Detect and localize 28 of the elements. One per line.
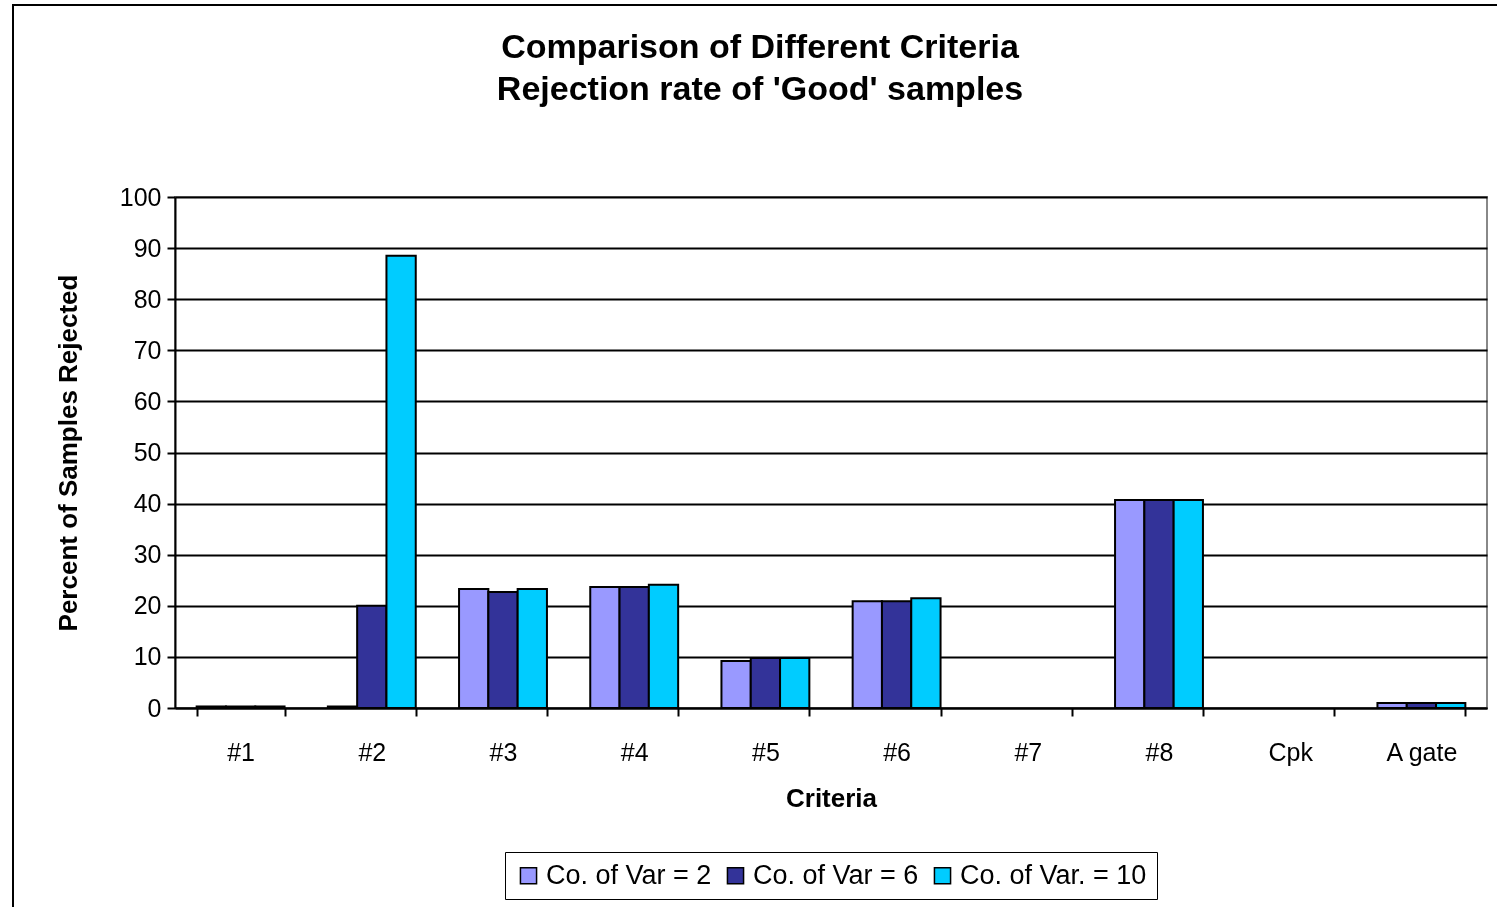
y-axis-title: Percent of Samples Rejected: [52, 274, 83, 632]
y-tick-label: 60: [133, 386, 162, 415]
x-tick-label: Cpk: [1268, 737, 1314, 766]
y-tick-label: 10: [133, 642, 162, 671]
legend-label: Co. of Var. = 10: [960, 859, 1147, 890]
legend-label: Co. of Var = 2: [546, 859, 712, 890]
x-tick-label: A gate: [1386, 737, 1458, 766]
x-tick-label: #4: [620, 737, 649, 766]
chart-subtitle: Rejection rate of 'Good' samples: [496, 69, 1024, 107]
y-tick-label: 20: [133, 591, 162, 620]
y-tick-label: 80: [133, 284, 162, 313]
y-tick-label: 40: [133, 489, 162, 518]
x-tick-label: #3: [489, 737, 518, 766]
y-tick-label: 70: [133, 335, 162, 364]
y-tick-label: 100: [119, 182, 162, 211]
y-tick-label: 50: [133, 438, 162, 466]
chart-title: Comparison of Different Criteria: [501, 27, 1020, 65]
y-tick-label: 90: [133, 233, 162, 262]
x-tick-label: #7: [1014, 737, 1043, 766]
x-tick-label: #8: [1145, 737, 1174, 766]
x-axis-title: Criteria: [785, 782, 878, 813]
x-tick-label: #5: [751, 737, 780, 766]
y-tick-label: 0: [147, 693, 162, 722]
legend-label: Co. of Var = 6: [753, 859, 919, 890]
y-tick-label: 30: [133, 540, 162, 569]
x-tick-label: #1: [227, 737, 256, 766]
x-tick-label: #6: [883, 737, 912, 766]
x-tick-label: #2: [358, 737, 387, 766]
